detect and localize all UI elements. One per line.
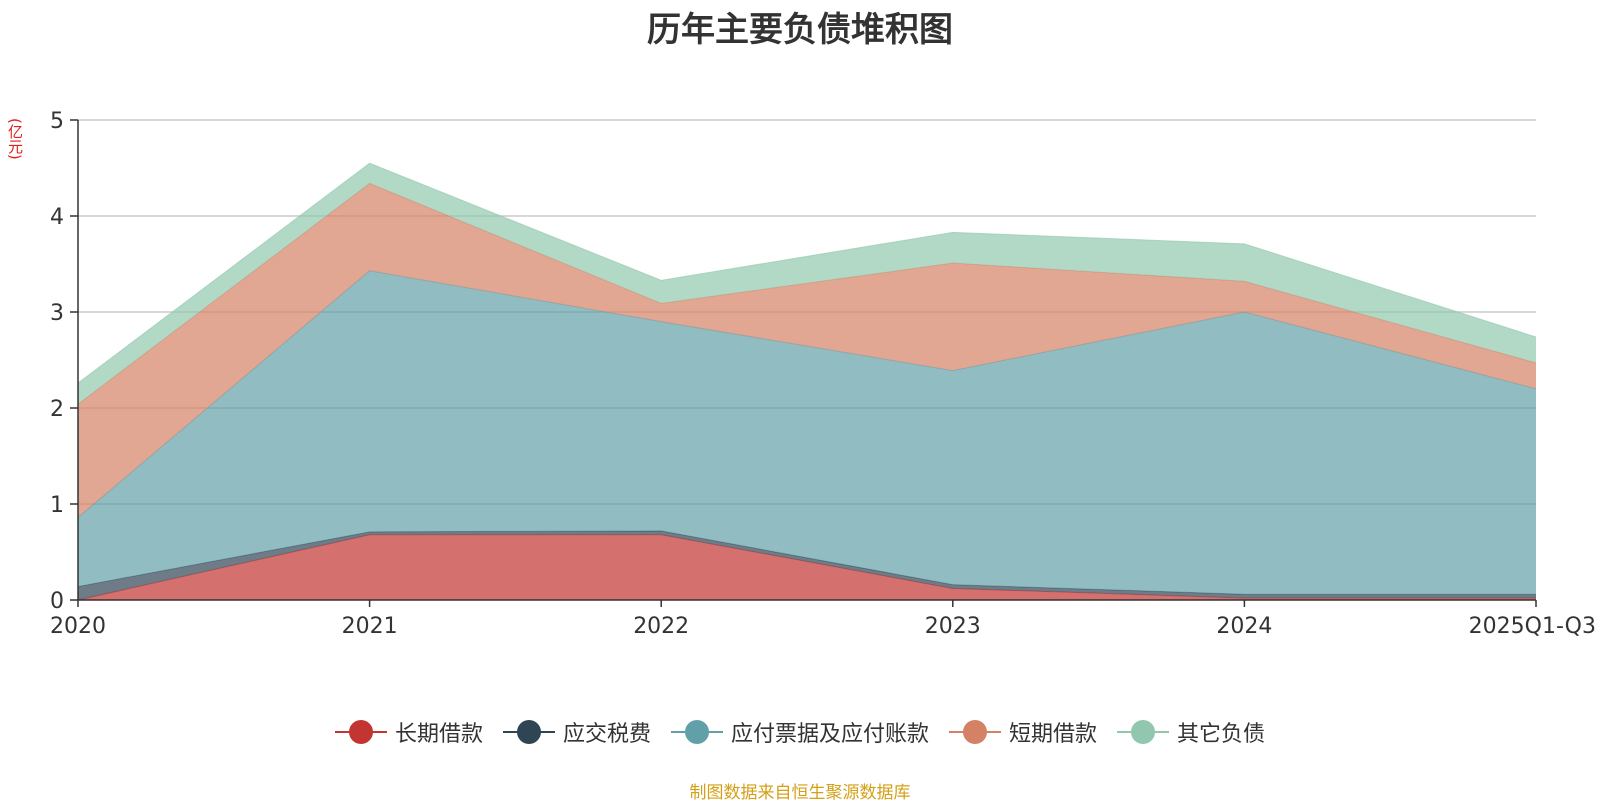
x-tick-label: 2024	[1216, 614, 1272, 639]
y-tick-label: 4	[50, 205, 64, 230]
x-tick-label: 2022	[633, 614, 689, 639]
legend: 长期借款 应交税费 应付票据及应付账款 短期借款 其它负债	[0, 716, 1600, 748]
legend-item[interactable]: 应交税费	[502, 716, 651, 748]
legend-marker-icon	[1117, 720, 1170, 744]
series-area-2	[78, 270, 1536, 595]
legend-item[interactable]: 短期借款	[949, 716, 1097, 748]
y-tick-label: 1	[50, 493, 64, 518]
axes: 0 1 2 3 4 5 2020 2021 2022 2023 2024 2025Q1-Q3	[50, 109, 1596, 639]
legend-label: 长期借款	[394, 722, 483, 747]
legend-item[interactable]: 长期借款	[334, 716, 483, 748]
legend-item[interactable]: 其它负债	[1117, 716, 1265, 748]
x-tick-label: 2023	[925, 614, 981, 639]
x-tick-label: 2020	[50, 614, 106, 639]
y-tick-label: 0	[50, 589, 64, 614]
y-tick-label: 3	[50, 301, 64, 326]
legend-label: 应付票据及应付账款	[730, 722, 929, 747]
chart-title: 历年主要负债堆积图	[647, 10, 953, 50]
legend-label: 应交税费	[562, 722, 651, 747]
series-line-4	[77, 162, 1537, 384]
series-area-3	[78, 183, 1536, 518]
source-note: 制图数据来自恒生聚源数据库	[689, 783, 911, 803]
series-areas	[77, 162, 1537, 601]
series-area-0	[78, 534, 1536, 600]
legend-marker-icon	[949, 720, 1001, 744]
legend-marker-icon	[334, 720, 387, 744]
x-tick-label: 2025Q1-Q3	[1469, 614, 1596, 639]
x-tick-label: 2021	[342, 614, 398, 639]
y-tick-label: 5	[50, 109, 64, 134]
legend-item[interactable]: 应付票据及应付账款	[670, 716, 929, 748]
legend-label: 其它负债	[1177, 722, 1266, 747]
y-tick-label: 2	[50, 397, 64, 422]
legend-marker-icon	[502, 720, 555, 744]
y-axis-unit-label: (亿元)	[6, 118, 24, 160]
legend-label: 短期借款	[1009, 722, 1098, 747]
legend-marker-icon	[670, 720, 723, 744]
